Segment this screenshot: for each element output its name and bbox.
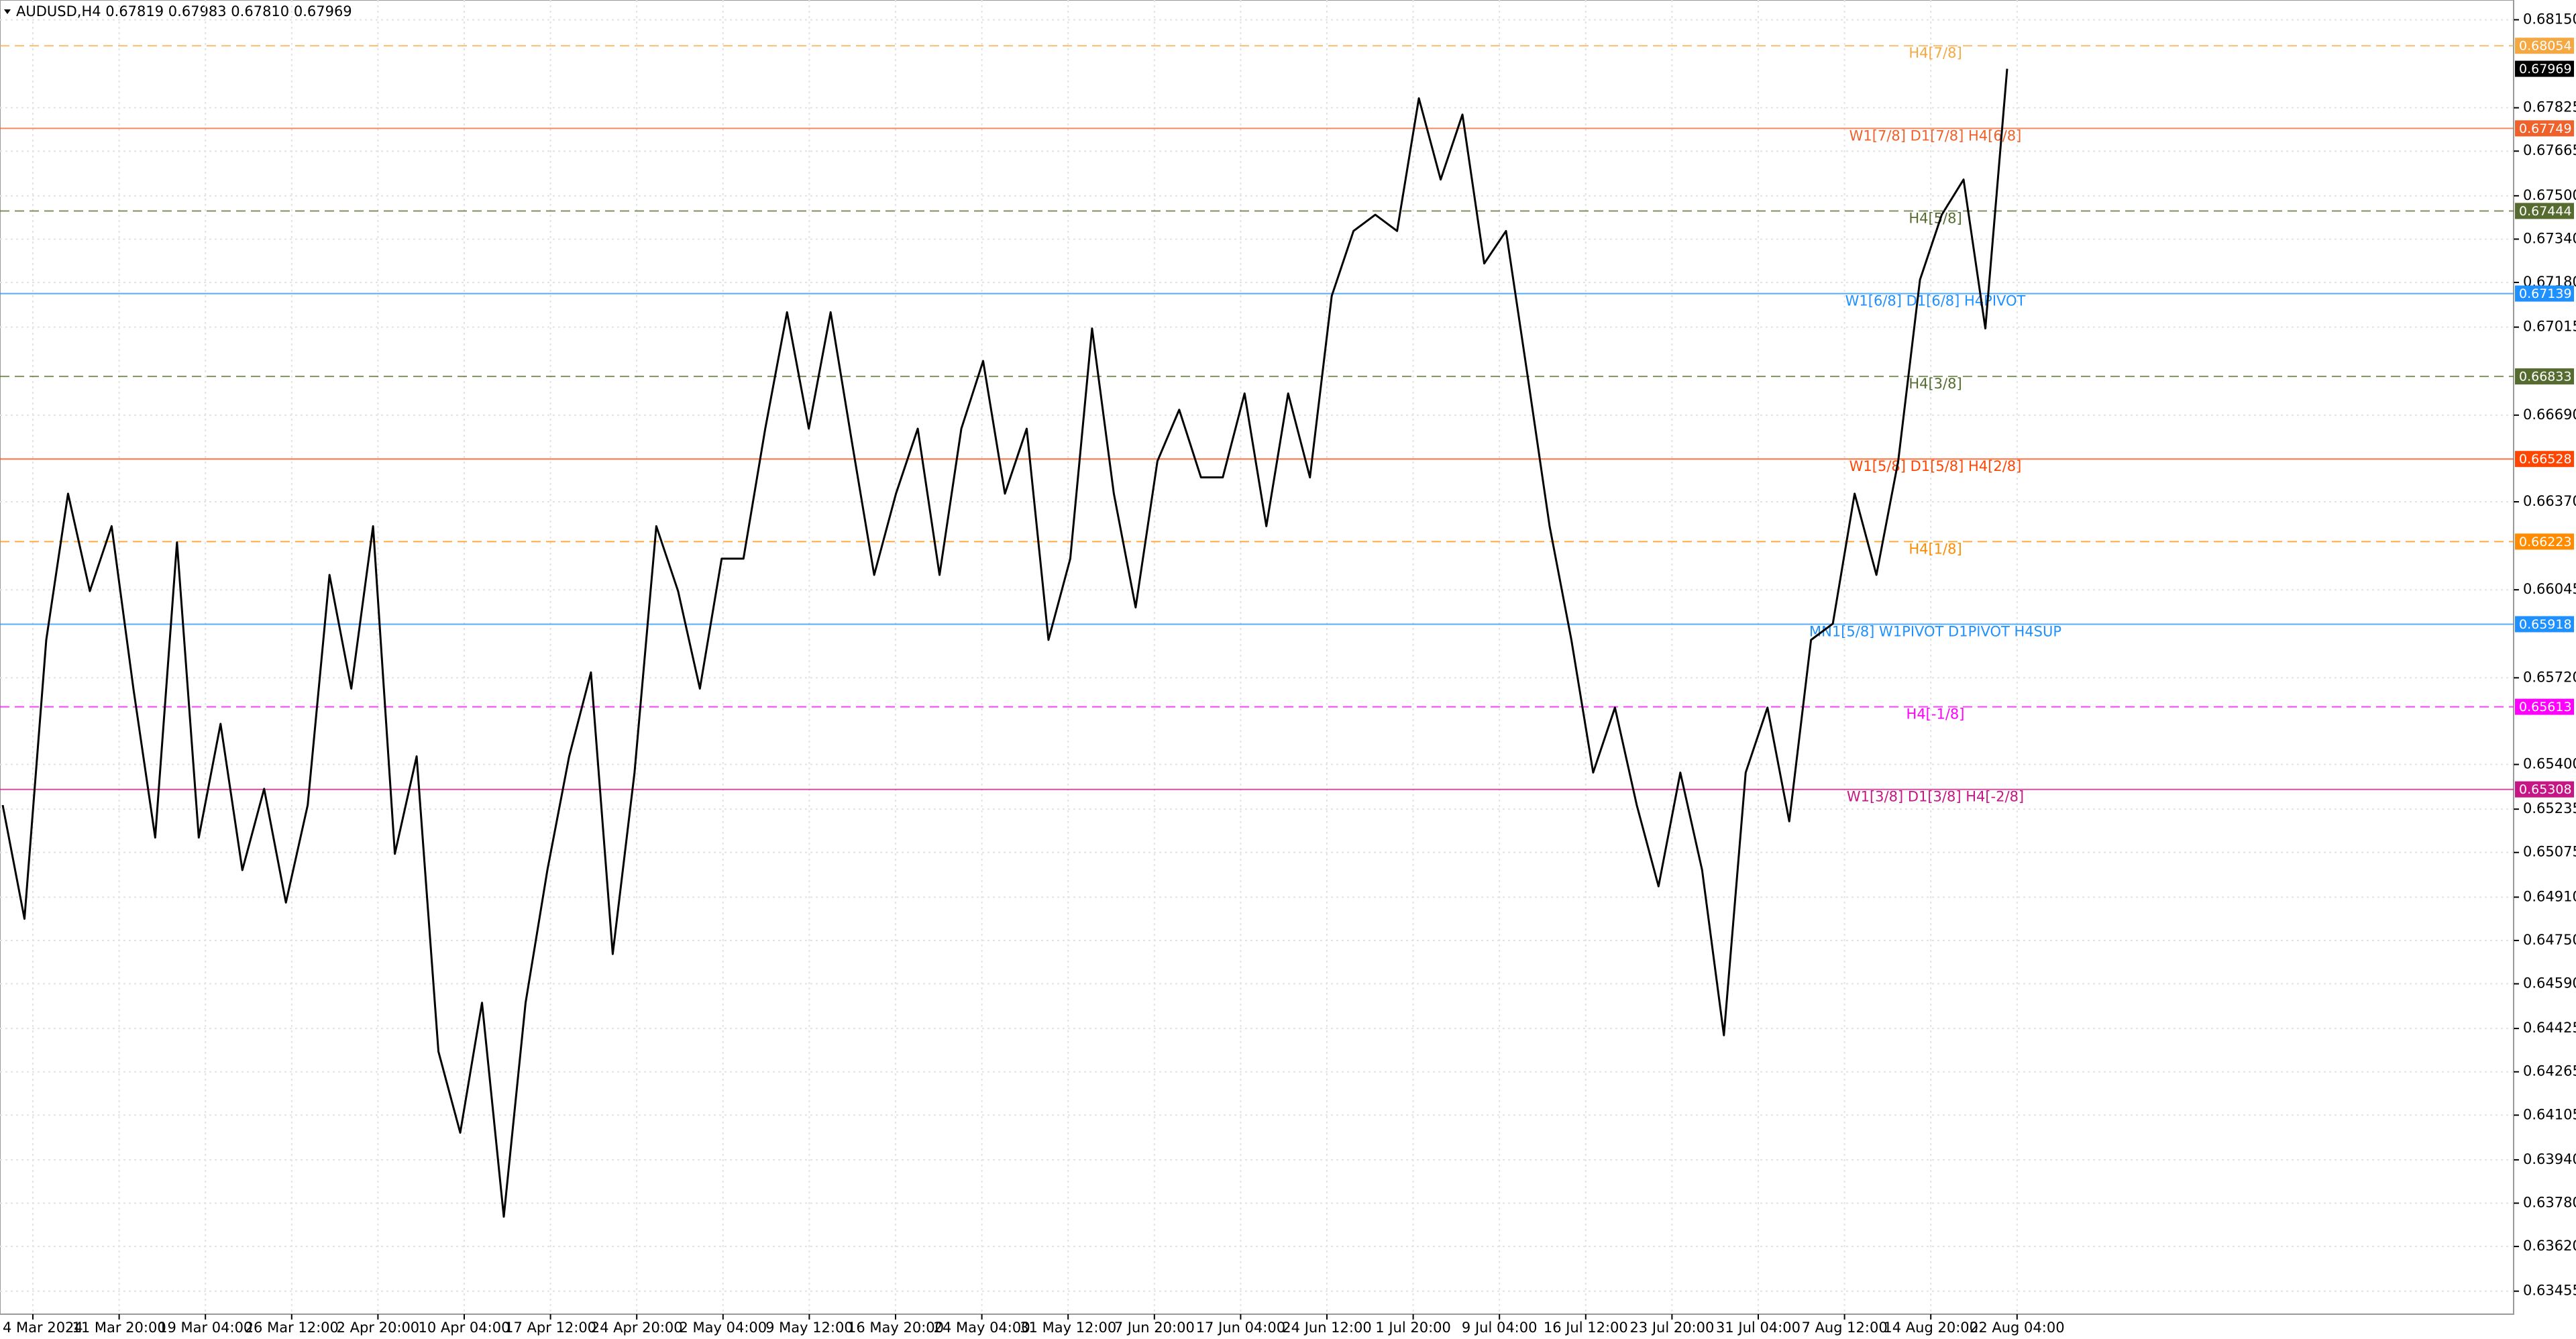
price-tag	[2515, 451, 2574, 468]
y-tick-label: 0.63620	[2523, 1238, 2576, 1254]
x-tick-label: 24 Jun 12:00	[1282, 1320, 1371, 1336]
x-tick-label: 9 May 12:00	[765, 1320, 853, 1336]
level-label: H4[5/8]	[1909, 210, 1962, 226]
x-tick-label: 9 Jul 04:00	[1462, 1320, 1538, 1336]
x-tick-label: 23 Jul 20:00	[1629, 1320, 1714, 1336]
y-tick-label: 0.66370	[2523, 493, 2576, 509]
x-tick-label: 16 Jul 12:00	[1544, 1320, 1628, 1336]
price-tag-label: 0.65918	[2519, 617, 2572, 632]
price-tag-label: 0.67749	[2519, 121, 2572, 136]
y-tick-label: 0.64590	[2523, 975, 2576, 992]
current-price-tag	[2515, 60, 2574, 77]
y-tick-label: 0.66690	[2523, 407, 2576, 423]
level-label: H4[7/8]	[1909, 45, 1962, 61]
x-tick-label: 14 Aug 20:00	[1883, 1320, 1978, 1336]
price-tag	[2515, 38, 2574, 54]
level-label: W1[3/8] D1[3/8] H4[-2/8]	[1847, 789, 2024, 805]
price-tag	[2515, 698, 2574, 715]
chart-title: AUDUSD,H4 0.67819 0.67983 0.67810 0.6796…	[16, 3, 352, 19]
level-label: H4[-1/8]	[1907, 706, 1965, 722]
symbol-menu-icon[interactable]	[4, 9, 11, 14]
plot-frame	[0, 0, 2514, 1315]
x-tick-label: 16 May 20:00	[847, 1320, 944, 1336]
x-tick-label: 31 May 12:00	[1020, 1320, 1116, 1336]
y-tick-label: 0.64265	[2523, 1063, 2576, 1079]
x-tick-label: 17 Jun 04:00	[1196, 1320, 1285, 1336]
level-label: W1[6/8] D1[6/8] H4PIVOT	[1845, 293, 2026, 309]
current-price-label: 0.67969	[2519, 62, 2572, 76]
x-tick-label: 26 Mar 12:00	[245, 1320, 339, 1336]
y-tick-label: 0.67015	[2523, 319, 2576, 335]
price-line	[1, 68, 2008, 1218]
x-tick-label: 4 Mar 2024	[3, 1320, 83, 1336]
y-tick-label: 0.63940	[2523, 1151, 2576, 1167]
x-tick-label: 11 Mar 20:00	[72, 1320, 166, 1336]
x-tick-label: 1 Jul 20:00	[1375, 1320, 1451, 1336]
level-label: H4[1/8]	[1909, 541, 1962, 557]
y-tick-label: 0.63780	[2523, 1194, 2576, 1210]
price-tag-label: 0.66528	[2519, 452, 2572, 467]
y-tick-label: 0.65720	[2523, 669, 2576, 685]
x-tick-label: 31 Jul 04:00	[1716, 1320, 1801, 1336]
y-tick-label: 0.66045	[2523, 581, 2576, 597]
y-tick-label: 0.67500	[2523, 187, 2576, 203]
price-tag	[2515, 616, 2574, 633]
price-tag	[2515, 120, 2574, 137]
x-tick-label: 7 Aug 12:00	[1801, 1320, 1887, 1336]
y-tick-label: 0.65075	[2523, 844, 2576, 860]
price-tag	[2515, 368, 2574, 385]
y-tick-label: 0.64750	[2523, 932, 2576, 948]
price-tag-label: 0.68054	[2519, 39, 2572, 54]
y-tick-label: 0.64425	[2523, 1020, 2576, 1036]
price-tag-label: 0.67139	[2519, 286, 2572, 301]
y-tick-label: 0.63455	[2523, 1283, 2576, 1299]
level-label: MN1[5/8] W1PIVOT D1PIVOT H4SUP	[1809, 623, 2061, 639]
x-tick-label: 2 May 04:00	[679, 1320, 767, 1336]
y-tick-label: 0.65235	[2523, 800, 2576, 816]
y-tick-label: 0.64910	[2523, 888, 2576, 904]
y-tick-label: 0.68150	[2523, 11, 2576, 27]
x-tick-label: 10 Apr 04:00	[419, 1320, 511, 1336]
price-tag-label: 0.65308	[2519, 782, 2572, 797]
y-tick-label: 0.65400	[2523, 756, 2576, 772]
price-tag-label: 0.66223	[2519, 535, 2572, 549]
price-tag	[2515, 533, 2574, 550]
x-tick-label: 24 Apr 20:00	[591, 1320, 683, 1336]
x-tick-label: 22 Aug 04:00	[1970, 1320, 2065, 1336]
x-tick-label: 2 Apr 20:00	[337, 1320, 420, 1336]
price-tag-label: 0.67444	[2519, 204, 2572, 219]
y-tick-label: 0.64105	[2523, 1106, 2576, 1122]
price-tag-label: 0.66833	[2519, 370, 2572, 384]
price-tag	[2515, 203, 2574, 219]
y-tick-label: 0.67825	[2523, 99, 2576, 115]
level-label: W1[7/8] D1[7/8] H4[6/8]	[1849, 127, 2022, 144]
price-tag-label: 0.65613	[2519, 700, 2572, 714]
x-tick-label: 17 Apr 12:00	[504, 1320, 596, 1336]
level-label: H4[3/8]	[1909, 376, 1962, 392]
x-tick-label: 24 May 04:00	[934, 1320, 1030, 1336]
x-tick-label: 7 Jun 20:00	[1114, 1320, 1195, 1336]
price-tag	[2515, 285, 2574, 302]
y-tick-label: 0.67340	[2523, 230, 2576, 246]
grid	[0, 0, 2514, 1314]
level-label: W1[5/8] D1[5/8] H4[2/8]	[1849, 458, 2022, 474]
price-tag	[2515, 781, 2574, 798]
y-tick-label: 0.67665	[2523, 142, 2576, 158]
x-tick-label: 19 Mar 04:00	[158, 1320, 252, 1336]
